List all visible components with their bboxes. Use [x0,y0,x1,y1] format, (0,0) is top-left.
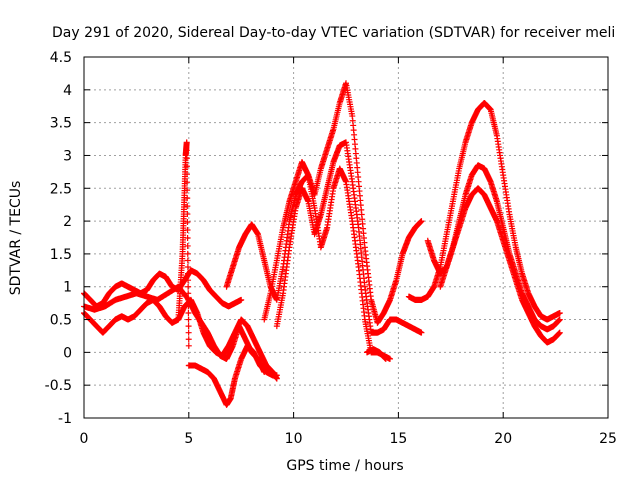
data-point-track10 [556,316,563,323]
y-tick-label: 1.5 [50,247,72,263]
x-tick-label: 0 [80,431,89,447]
data-point-track5 [185,296,192,303]
grid-lines [84,57,608,418]
x-tick-label: 5 [184,431,193,447]
data-point-track5 [183,163,190,170]
y-tick-labels: -1 -0.5 0 0.5 1 1.5 2 2.5 3 3.5 4 4.5 [45,50,72,427]
data-point-track5 [185,290,192,297]
data-point-track5 [185,277,192,284]
data-point-track12 [382,355,389,362]
data-point-track5 [184,226,191,233]
data-point-track5 [184,264,191,271]
chart-title: Day 291 of 2020, Sidereal Day-to-day VTE… [52,25,615,41]
data-point-track5 [184,219,191,226]
data-point-track5 [183,155,190,162]
x-tick-labels: 0 5 10 15 20 25 [80,431,617,447]
y-tick-label: -0.5 [45,378,72,394]
data-points [81,80,563,408]
data-point-track5 [184,171,191,178]
data-point-track5 [185,309,192,316]
axis-ticks [83,56,609,419]
y-tick-label: 2 [63,214,72,230]
data-point-track5 [184,250,191,257]
data-point-track5 [185,342,192,349]
data-point-track5 [184,187,191,194]
data-point-track5 [183,139,190,146]
x-axis-label: GPS time / hours [286,458,403,474]
data-point-track5 [184,257,191,264]
y-tick-label: 1 [63,280,72,296]
y-tick-label: 0 [63,345,72,361]
y-tick-label: 0.5 [50,313,72,329]
data-point-track5 [185,303,192,310]
y-axis-label: SDTVAR / TECUs [8,181,24,296]
data-point-track5 [184,179,191,186]
data-point-track5 [185,283,192,290]
y-tick-label: 2.5 [50,181,72,197]
data-point-track5 [185,316,192,323]
x-tick-label: 15 [389,431,407,447]
data-point-track5 [185,329,192,336]
y-tick-label: 4 [63,83,72,99]
plot-frame [83,56,609,419]
data-point-track5 [184,203,191,210]
data-point-track11 [556,329,563,336]
y-tick-label: 4.5 [50,50,72,66]
data-point-track5 [185,323,192,330]
data-point-track5 [184,211,191,218]
data-point-track8 [418,329,425,336]
data-point-track7 [418,218,425,225]
data-point-track9 [556,309,563,316]
x-tick-label: 10 [285,431,303,447]
x-tick-label: 20 [494,431,512,447]
y-tick-label: -1 [58,411,72,427]
y-tick-label: 3 [63,148,72,164]
data-point-track5 [185,336,192,343]
data-point-track5 [184,242,191,249]
data-point-track5 [184,270,191,277]
data-point-track1 [238,296,245,303]
data-point-track5 [184,234,191,241]
data-point-track5 [183,147,190,154]
data-point-track5 [184,195,191,202]
x-tick-label: 25 [599,431,617,447]
data-point-track4 [273,372,280,379]
y-tick-label: 3.5 [50,116,72,132]
